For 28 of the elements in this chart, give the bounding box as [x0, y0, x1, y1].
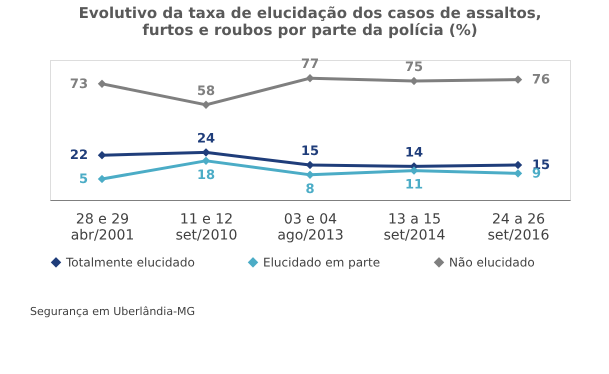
data-label: 18 [196, 168, 216, 183]
x-tick-label: 24 a 26 set/2016 [488, 212, 550, 244]
data-label: 24 [196, 131, 216, 146]
data-label: 73 [70, 76, 88, 92]
x-tick-label: 03 e 04 ago/2013 [277, 212, 344, 244]
data-label: 77 [300, 57, 320, 72]
data-label: 22 [70, 148, 88, 164]
legend-label: Elucidado em parte [263, 255, 380, 270]
legend-label: Não elucidado [449, 255, 535, 270]
point [202, 100, 210, 109]
data-label: 11 [404, 178, 424, 193]
x-tick-label: 28 e 29 abr/2001 [70, 212, 134, 244]
data-label: 76 [532, 72, 550, 88]
x-tick-label: 11 e 12 set/2010 [176, 212, 238, 244]
data-label: 58 [196, 84, 216, 99]
point [202, 156, 210, 165]
text: Segurança em Uberlândia-MG [30, 305, 196, 318]
data-label: 15 [300, 144, 320, 159]
data-label: 5 [78, 172, 88, 187]
point [98, 174, 106, 184]
data-label: 8 [305, 182, 315, 197]
data-label: 75 [404, 60, 424, 75]
x-tick-label: 13 a 15 set/2014 [384, 212, 446, 244]
data-label: 14 [404, 145, 424, 160]
legend-label: Totalmente elucidado [65, 255, 195, 270]
chart-title: Evolutivo da taxa de elucidação dos casos de assaltos, furtos e roubos por parte da polícia (%) [78, 4, 542, 40]
point [98, 80, 106, 88]
data-label: 9 [532, 166, 542, 182]
